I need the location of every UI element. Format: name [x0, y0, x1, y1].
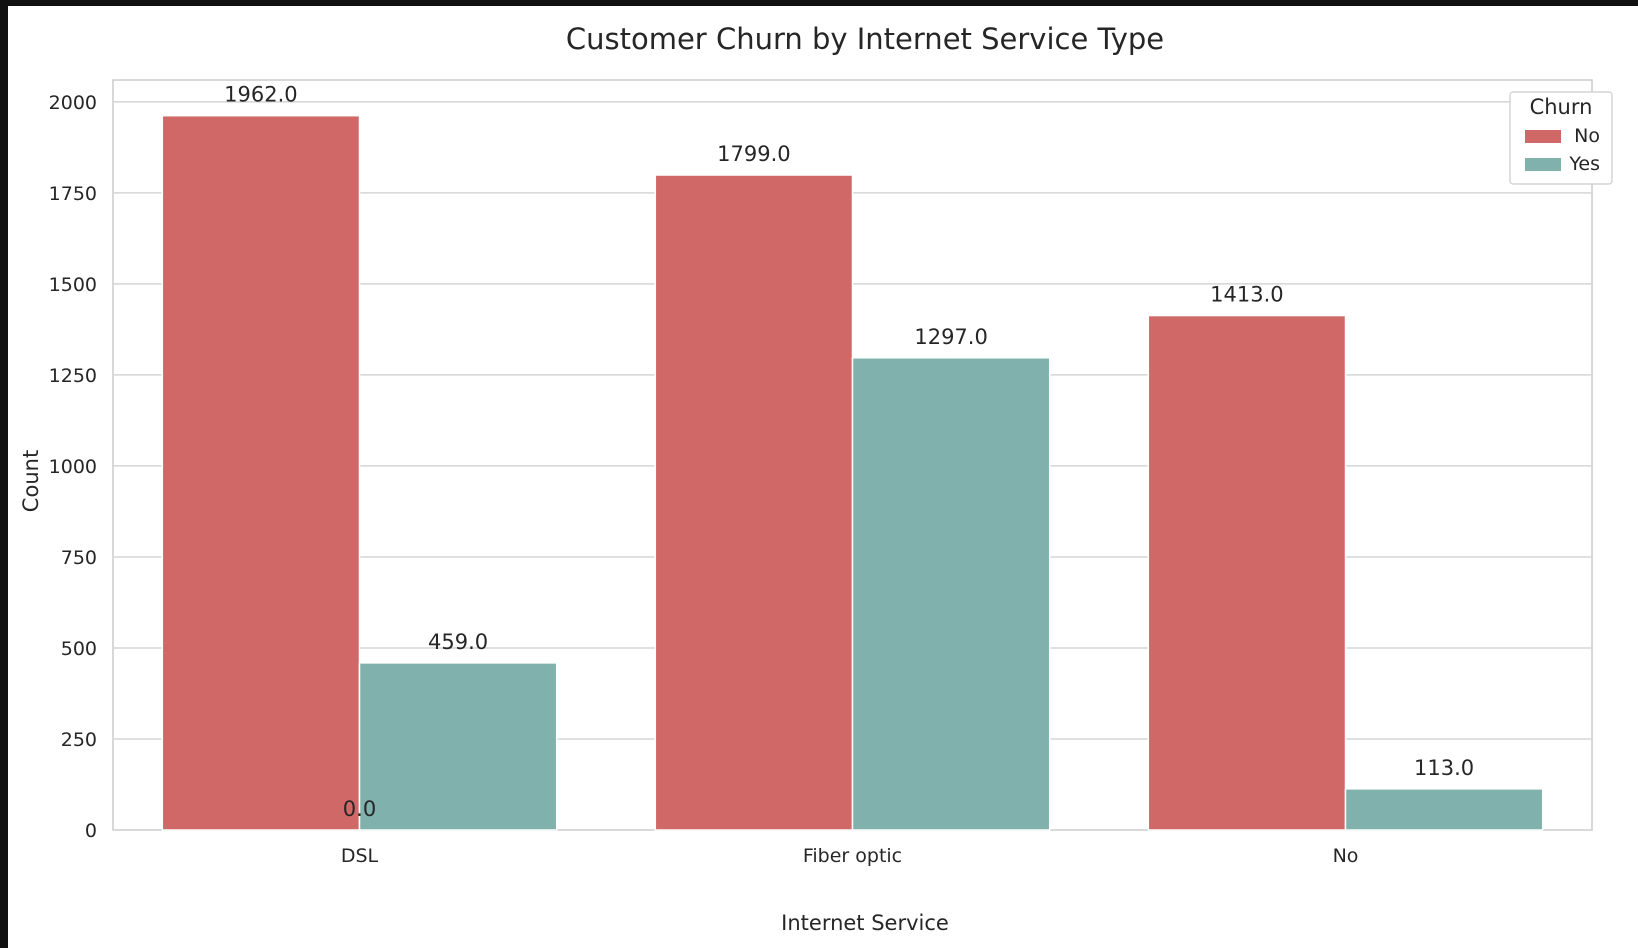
bar-value-label: 1962.0: [224, 83, 297, 107]
legend-title: Churn: [1530, 95, 1593, 119]
bar-value-label: 1297.0: [914, 325, 987, 349]
y-axis-title: Count: [19, 450, 43, 512]
y-tick-label: 2000: [49, 92, 97, 114]
bars: [161, 114, 1544, 831]
legend-swatch-yes: [1525, 158, 1561, 171]
bar-value-label: 459.0: [428, 630, 488, 654]
bar-value-label: 1799.0: [717, 142, 790, 166]
y-tick-label: 750: [61, 547, 97, 569]
y-tick-label: 1500: [49, 274, 97, 296]
legend-label-yes: Yes: [1568, 153, 1600, 175]
bar-value-label: 113.0: [1414, 756, 1474, 780]
x-axis-title: Internet Service: [781, 911, 949, 935]
bar-value-label: 1413.0: [1210, 283, 1283, 307]
x-tick-label: Fiber optic: [803, 845, 902, 867]
y-tick-label: 0: [85, 820, 97, 842]
bar-labels: 1962.0 459.0 1799.0 1297.0 1413.0 113.0 0.0: [224, 83, 1474, 821]
legend: Churn No Yes: [1509, 91, 1613, 185]
chart-title: Customer Churn by Internet Service Type: [566, 22, 1164, 56]
bar-yes-no: [1344, 788, 1544, 831]
bar-yes-fiber-optic: [851, 357, 1051, 831]
top-strip: [8, 6, 1388, 12]
bar-chart: Customer Churn by Internet Service Type …: [19, 22, 1613, 935]
bar-no-dsl: [161, 114, 361, 831]
y-axis-ticks: 0 250 500 750 1000 1250 1500 1750 2000: [49, 92, 97, 842]
x-tick-label: No: [1333, 845, 1359, 867]
x-axis-ticks: DSL Fiber optic No: [341, 845, 1359, 867]
legend-items: No Yes: [1525, 125, 1600, 175]
y-tick-label: 500: [61, 638, 97, 660]
bar-no-no: [1147, 314, 1347, 831]
y-tick-label: 1250: [49, 365, 97, 387]
bar-no-fiber-optic: [654, 174, 854, 831]
legend-label-no: No: [1574, 125, 1600, 147]
bar-yes-dsl: [358, 662, 558, 831]
zero-value-label: 0.0: [343, 797, 376, 821]
x-tick-label: DSL: [341, 845, 379, 867]
plot-area: 1962.0 459.0 1799.0 1297.0 1413.0 113.0 0.0: [112, 79, 1593, 831]
legend-swatch-no: [1525, 130, 1561, 143]
y-tick-label: 1000: [49, 456, 97, 478]
y-tick-label: 250: [61, 729, 97, 751]
y-tick-label: 1750: [49, 183, 97, 205]
chart-figure: Customer Churn by Internet Service Type …: [8, 6, 1638, 948]
